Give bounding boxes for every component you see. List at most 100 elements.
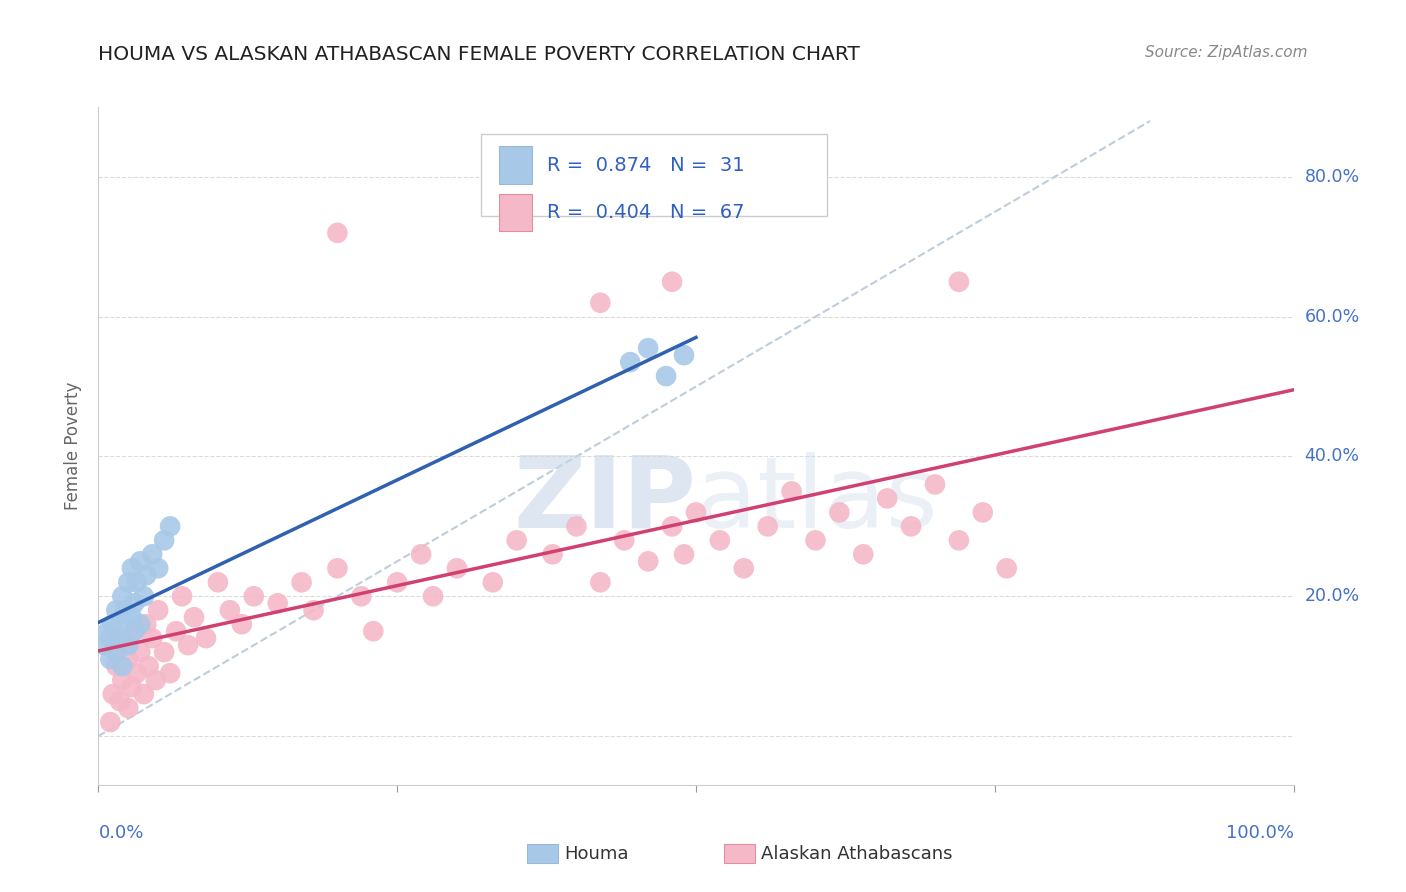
- Point: [138, 659, 160, 673]
- Point: [673, 348, 696, 362]
- Text: 20.0%: 20.0%: [1305, 587, 1360, 606]
- Point: [114, 603, 136, 617]
- Point: [129, 554, 152, 568]
- Point: [135, 617, 157, 632]
- Point: [326, 561, 349, 575]
- Point: [655, 369, 678, 384]
- Point: [972, 505, 994, 519]
- Text: ZIP: ZIP: [513, 451, 696, 549]
- Text: 60.0%: 60.0%: [1305, 308, 1360, 326]
- Point: [481, 575, 505, 590]
- Text: 40.0%: 40.0%: [1305, 448, 1360, 466]
- Point: [159, 666, 181, 681]
- Point: [121, 680, 143, 694]
- Point: [613, 533, 636, 548]
- Point: [637, 341, 659, 355]
- Text: 100.0%: 100.0%: [1226, 824, 1294, 842]
- Point: [589, 295, 612, 310]
- Text: R =  0.874   N =  31: R = 0.874 N = 31: [547, 155, 744, 175]
- Point: [125, 575, 148, 590]
- Point: [105, 631, 128, 645]
- Point: [153, 533, 176, 548]
- Point: [117, 638, 139, 652]
- Point: [124, 596, 146, 610]
- Point: [105, 659, 128, 673]
- Point: [141, 547, 163, 561]
- Point: [363, 624, 385, 639]
- Point: [148, 561, 170, 575]
- Text: 0.0%: 0.0%: [98, 824, 143, 842]
- Point: [105, 645, 128, 659]
- Point: [876, 491, 898, 506]
- Point: [153, 645, 176, 659]
- Point: [98, 631, 122, 645]
- Point: [619, 355, 641, 369]
- Point: [900, 519, 922, 533]
- Point: [709, 533, 731, 548]
- Point: [422, 589, 444, 603]
- Point: [385, 575, 409, 590]
- Point: [924, 477, 946, 491]
- Point: [733, 561, 755, 575]
- Point: [326, 226, 349, 240]
- Point: [114, 638, 136, 652]
- Point: [111, 617, 134, 632]
- Point: [243, 589, 266, 603]
- Text: Houma: Houma: [564, 845, 628, 863]
- Point: [302, 603, 325, 617]
- Point: [177, 638, 200, 652]
- Point: [148, 603, 170, 617]
- Point: [637, 554, 659, 568]
- Point: [948, 275, 970, 289]
- Point: [141, 631, 163, 645]
- Text: R =  0.404   N =  67: R = 0.404 N = 67: [547, 203, 744, 222]
- Point: [411, 547, 433, 561]
- Point: [219, 603, 242, 617]
- Point: [129, 617, 152, 632]
- Point: [93, 638, 115, 652]
- Text: Alaskan Athabascans: Alaskan Athabascans: [761, 845, 952, 863]
- Point: [685, 505, 707, 519]
- FancyBboxPatch shape: [481, 134, 827, 216]
- Point: [117, 701, 139, 715]
- Text: HOUMA VS ALASKAN ATHABASCAN FEMALE POVERTY CORRELATION CHART: HOUMA VS ALASKAN ATHABASCAN FEMALE POVER…: [98, 45, 860, 63]
- Point: [105, 603, 128, 617]
- Point: [995, 561, 1018, 575]
- Point: [125, 666, 148, 681]
- Point: [541, 547, 564, 561]
- Point: [673, 547, 696, 561]
- Point: [108, 694, 131, 708]
- Point: [589, 575, 612, 590]
- Point: [121, 561, 143, 575]
- Text: atlas: atlas: [696, 451, 938, 549]
- Point: [183, 610, 205, 624]
- Point: [852, 547, 875, 561]
- Point: [101, 687, 124, 701]
- Point: [780, 484, 803, 499]
- Point: [135, 568, 157, 582]
- Point: [98, 652, 122, 666]
- Point: [948, 533, 970, 548]
- Point: [132, 589, 155, 603]
- Point: [804, 533, 827, 548]
- Point: [231, 617, 253, 632]
- FancyBboxPatch shape: [499, 146, 533, 184]
- Text: 80.0%: 80.0%: [1305, 168, 1360, 186]
- Point: [98, 714, 122, 729]
- Point: [111, 659, 134, 673]
- Point: [111, 673, 134, 687]
- Point: [661, 519, 683, 533]
- Point: [195, 631, 218, 645]
- Point: [124, 624, 146, 639]
- FancyBboxPatch shape: [499, 194, 533, 231]
- Point: [661, 275, 683, 289]
- Point: [129, 645, 152, 659]
- Point: [121, 610, 143, 624]
- Point: [165, 624, 187, 639]
- Point: [350, 589, 373, 603]
- Point: [97, 624, 120, 639]
- Point: [111, 589, 134, 603]
- Point: [117, 652, 139, 666]
- Point: [124, 624, 146, 639]
- Point: [108, 631, 131, 645]
